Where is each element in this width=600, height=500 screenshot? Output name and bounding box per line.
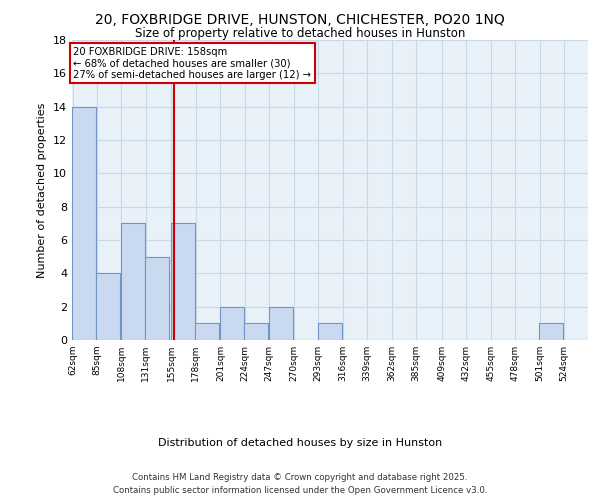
Bar [196, 324, 220, 340]
Text: Contains HM Land Registry data © Crown copyright and database right 2025.
Contai: Contains HM Land Registry data © Crown c… [113, 474, 487, 495]
Bar [145, 256, 169, 340]
Bar [220, 306, 244, 340]
Bar [171, 224, 195, 340]
Bar [121, 224, 145, 340]
Bar [539, 324, 563, 340]
Bar [318, 324, 342, 340]
Text: 20 FOXBRIDGE DRIVE: 158sqm
← 68% of detached houses are smaller (30)
27% of semi: 20 FOXBRIDGE DRIVE: 158sqm ← 68% of deta… [73, 46, 311, 80]
Text: Distribution of detached houses by size in Hunston: Distribution of detached houses by size … [158, 438, 442, 448]
Bar [97, 274, 121, 340]
Bar [244, 324, 268, 340]
Bar [72, 106, 96, 340]
Text: Size of property relative to detached houses in Hunston: Size of property relative to detached ho… [135, 28, 465, 40]
Bar [269, 306, 293, 340]
Text: 20, FOXBRIDGE DRIVE, HUNSTON, CHICHESTER, PO20 1NQ: 20, FOXBRIDGE DRIVE, HUNSTON, CHICHESTER… [95, 12, 505, 26]
Y-axis label: Number of detached properties: Number of detached properties [37, 102, 47, 278]
